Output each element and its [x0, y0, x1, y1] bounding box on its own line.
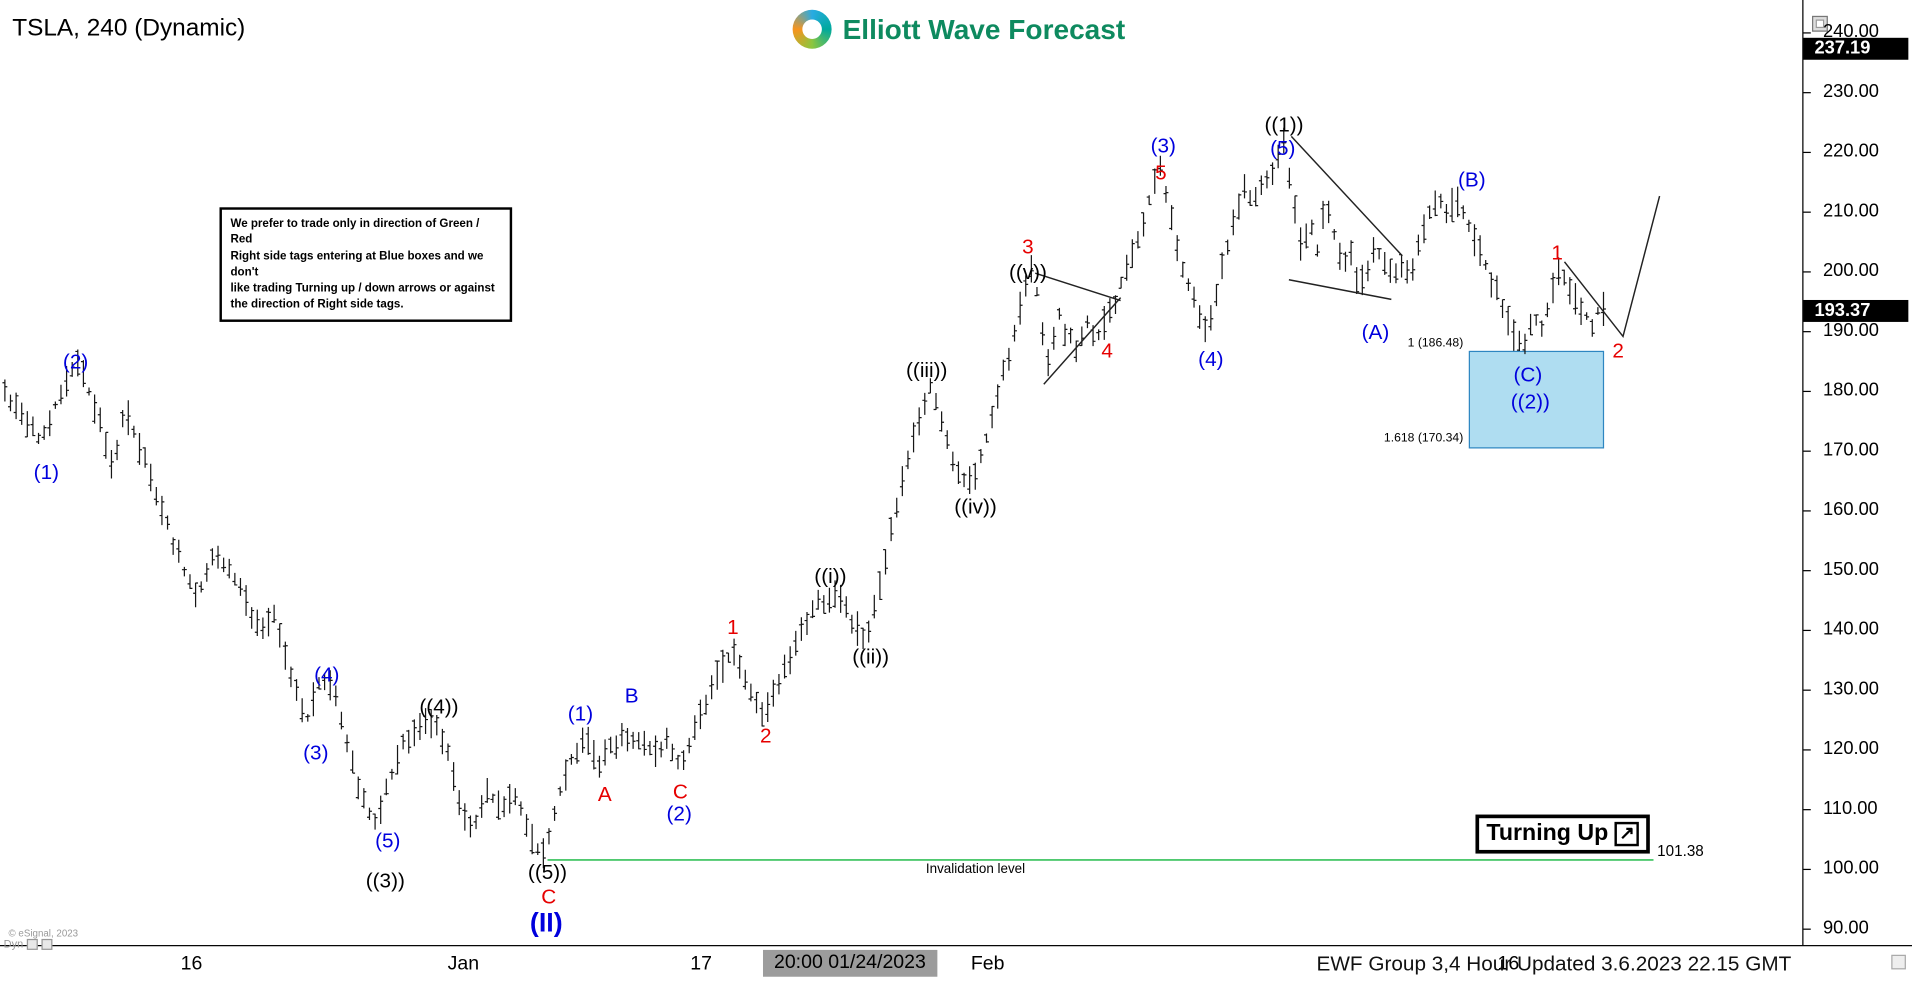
time-tick: Feb	[970, 953, 1005, 975]
time-tick: 16	[180, 953, 203, 975]
price-tick: 150.00	[1803, 559, 1879, 580]
fib-level-label-bottom: 1.618 (170.34)	[1383, 431, 1464, 446]
panel-button[interactable]	[1812, 15, 1828, 32]
price-chart-canvas[interactable]	[0, 0, 1802, 945]
price-tick: 160.00	[1803, 499, 1879, 521]
time-tick: Jan	[447, 953, 480, 975]
price-tick: 180.00	[1803, 379, 1879, 401]
symbol-title: TSLA, 240 (Dynamic)	[12, 14, 246, 42]
fib-level-label-top: 1 (186.48)	[1407, 336, 1464, 350]
chart-style-icon[interactable]	[26, 938, 38, 950]
price-tick: 110.00	[1803, 798, 1878, 819]
brand-name: Elliott Wave Forecast	[842, 12, 1126, 45]
time-tick: 17	[690, 953, 712, 975]
last-price-tag: 193.37	[1803, 299, 1909, 322]
invalidation-label: Invalidation level	[925, 862, 1026, 877]
price-tick: 200.00	[1803, 260, 1879, 282]
turning-up-badge: Turning Up ↗	[1475, 814, 1651, 854]
upper-price-tag: 237.19	[1803, 37, 1909, 60]
price-tick: 130.00	[1803, 678, 1879, 700]
price-tick: 210.00	[1803, 200, 1879, 222]
price-tick: 100.00	[1803, 857, 1879, 879]
invalidation-price: 101.38	[1657, 842, 1704, 860]
chart-tool-icon[interactable]	[41, 938, 53, 950]
price-tick: 190.00	[1803, 320, 1879, 341]
dyn-label: Dyn	[3, 937, 24, 950]
price-tick: 240.00	[1803, 21, 1879, 43]
turning-up-arrow-icon: ↗	[1614, 821, 1640, 847]
dyn-indicator: Dyn	[4, 938, 53, 950]
time-tick: 16	[1497, 953, 1520, 975]
esignal-copyright: © eSignal, 2023	[8, 927, 79, 939]
price-tick: 170.00	[1803, 439, 1879, 461]
price-tick: 230.00	[1803, 81, 1879, 102]
disclaimer-text: We prefer to trade only in direction of …	[230, 217, 495, 312]
time-axis[interactable]: Dyn 16 Jan 17 20:00 01/24/2023 Feb 16 EWF Gro…	[0, 938, 1912, 981]
disclaimer-note: We prefer to trade only in direction of …	[219, 207, 513, 322]
price-tick: 140.00	[1803, 618, 1879, 640]
price-axis[interactable]: 240.00 230.00 220.00 210.00 200.00 190.00 180.…	[1802, 0, 1912, 946]
brand-logo: Elliott Wave Forecast	[792, 9, 1126, 49]
update-note: EWF Group 3,4 Hour Updated 3.6.2023 22.1…	[1316, 952, 1792, 976]
price-tick: 120.00	[1803, 738, 1879, 760]
brand-logo-icon	[792, 9, 832, 49]
turning-up-label: Turning Up	[1486, 820, 1609, 847]
time-cursor-label: 20:00 01/24/2023	[762, 949, 937, 977]
corner-resize-icon[interactable]	[1891, 954, 1906, 970]
price-tick: 90.00	[1803, 917, 1869, 939]
price-tick: 220.00	[1803, 140, 1879, 162]
